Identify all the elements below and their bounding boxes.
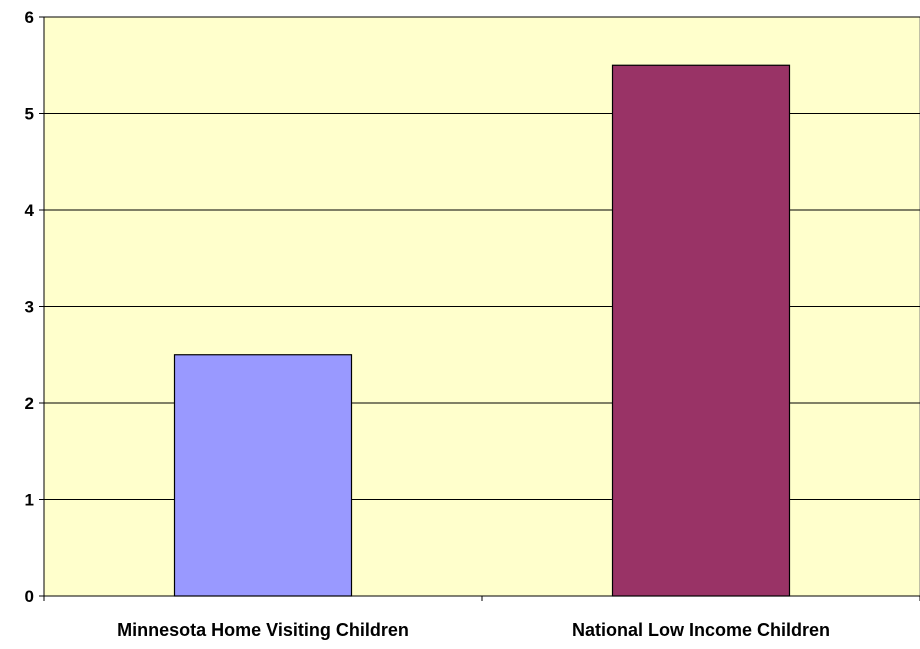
y-tick-label: 6 (25, 8, 34, 27)
y-tick-label: 3 (25, 298, 34, 317)
y-axis-ticks: 0 1 2 3 4 5 6 (25, 8, 44, 606)
x-tick-label: Minnesota Home Visiting Children (117, 620, 409, 640)
y-tick-label: 2 (25, 394, 34, 413)
bars (173, 64, 791, 597)
y-tick-label: 5 (25, 105, 34, 124)
y-tick-label: 0 (25, 587, 34, 606)
bar-1 (173, 354, 353, 597)
x-axis-ticks: Minnesota Home Visiting Children National… (43, 596, 920, 640)
bar-2 (611, 64, 791, 597)
x-tick-label: National Low Income Children (572, 620, 830, 640)
y-tick-label: 1 (25, 491, 34, 510)
y-tick-label: 4 (25, 201, 35, 220)
